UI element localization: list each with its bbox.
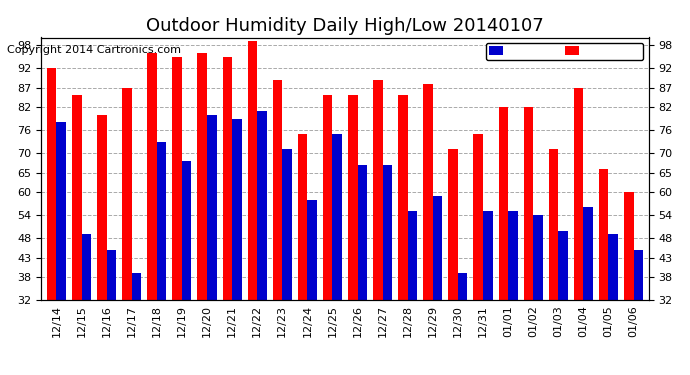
Bar xyxy=(423,84,433,375)
Bar xyxy=(458,273,467,375)
Bar xyxy=(508,211,518,375)
Bar xyxy=(232,118,241,375)
Bar xyxy=(558,231,568,375)
Bar xyxy=(57,122,66,375)
Bar xyxy=(499,107,508,375)
Bar xyxy=(107,250,116,375)
Bar xyxy=(132,273,141,375)
Bar xyxy=(81,234,91,375)
Bar xyxy=(383,165,392,375)
Bar xyxy=(583,207,593,375)
Bar xyxy=(47,68,57,375)
Bar xyxy=(147,53,157,375)
Bar xyxy=(533,215,543,375)
Bar xyxy=(633,250,643,375)
Text: Copyright 2014 Cartronics.com: Copyright 2014 Cartronics.com xyxy=(7,45,181,55)
Bar xyxy=(549,150,558,375)
Bar xyxy=(122,88,132,375)
Bar xyxy=(333,134,342,375)
Bar xyxy=(599,169,609,375)
Bar xyxy=(197,53,207,375)
Bar xyxy=(307,200,317,375)
Bar xyxy=(157,142,166,375)
Bar xyxy=(223,57,232,375)
Bar xyxy=(373,80,383,375)
Bar xyxy=(172,57,182,375)
Bar xyxy=(609,234,618,375)
Bar xyxy=(574,88,583,375)
Bar xyxy=(298,134,307,375)
Bar xyxy=(348,95,357,375)
Bar xyxy=(483,211,493,375)
Bar xyxy=(473,134,483,375)
Title: Outdoor Humidity Daily High/Low 20140107: Outdoor Humidity Daily High/Low 20140107 xyxy=(146,16,544,34)
Bar xyxy=(448,150,458,375)
Bar xyxy=(433,196,442,375)
Bar xyxy=(408,211,417,375)
Bar xyxy=(257,111,267,375)
Bar xyxy=(273,80,282,375)
Bar xyxy=(624,192,633,375)
Legend: Low  (%), High  (%): Low (%), High (%) xyxy=(486,43,643,60)
Bar xyxy=(323,95,333,375)
Bar xyxy=(282,150,292,375)
Bar xyxy=(182,161,191,375)
Bar xyxy=(398,95,408,375)
Bar xyxy=(207,115,217,375)
Bar xyxy=(357,165,367,375)
Bar xyxy=(97,115,107,375)
Bar xyxy=(72,95,81,375)
Bar xyxy=(248,41,257,375)
Bar xyxy=(524,107,533,375)
